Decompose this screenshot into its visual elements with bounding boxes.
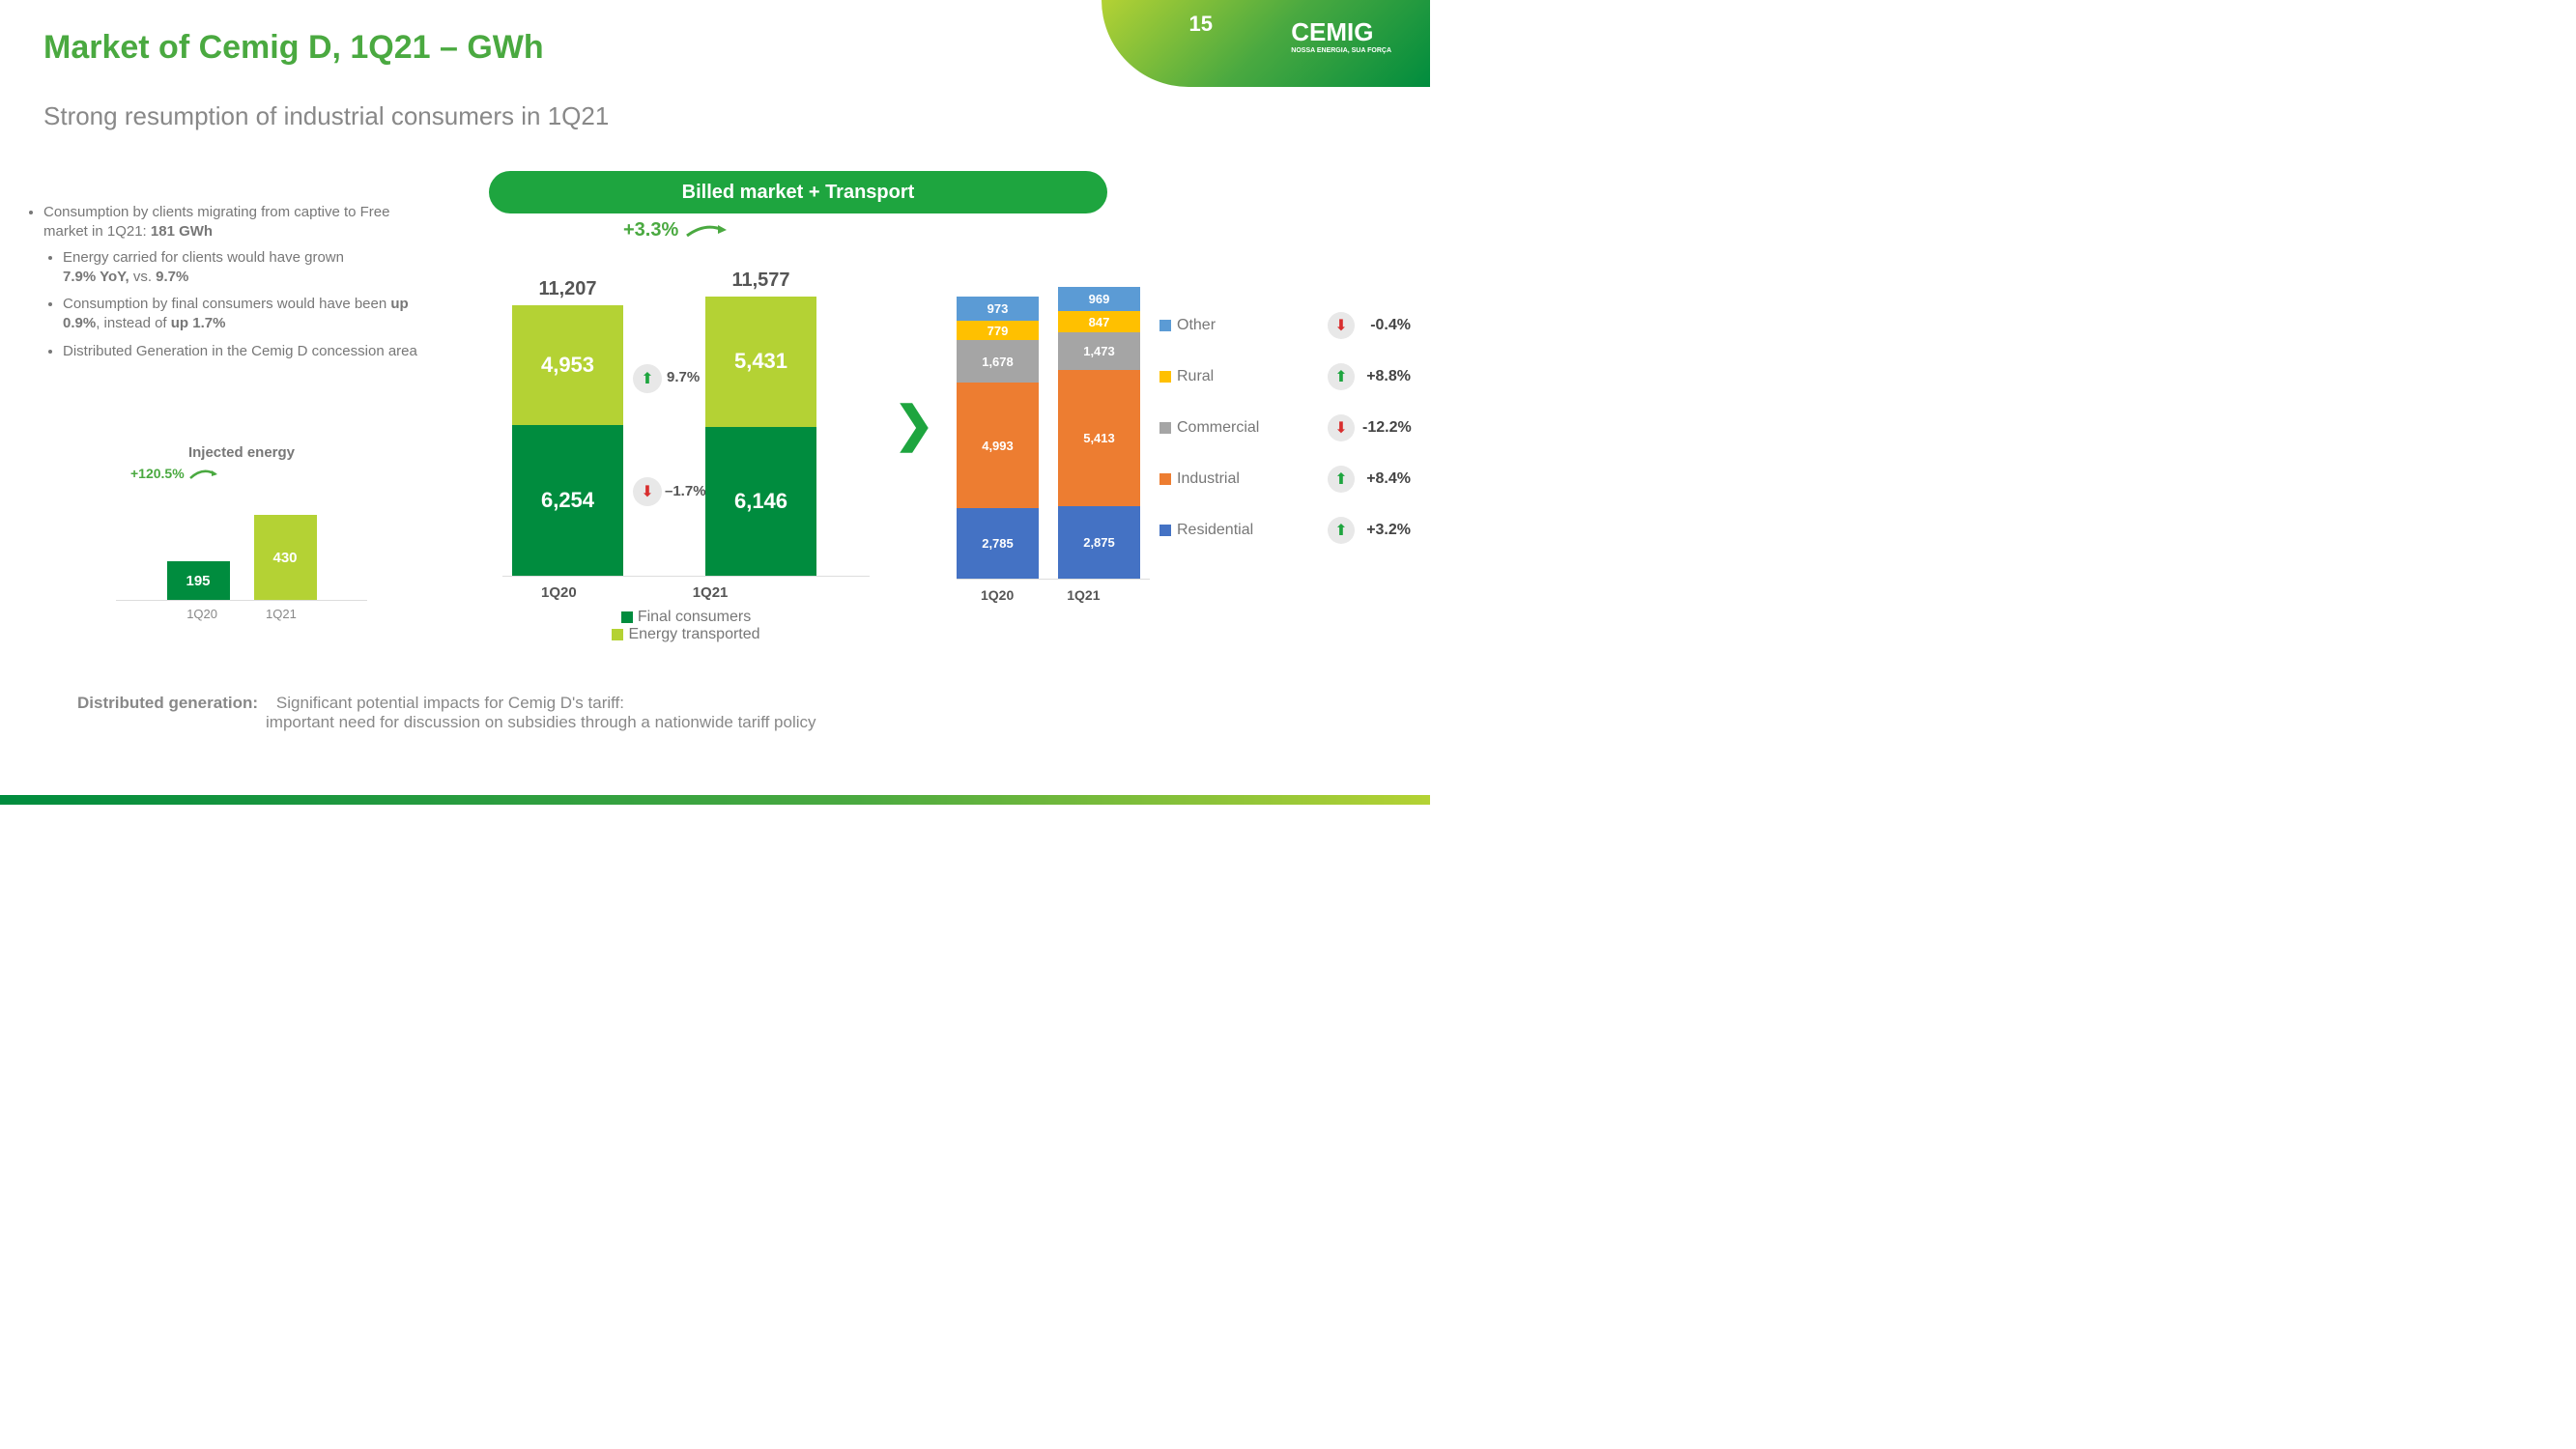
bar-segment: 4,993	[957, 383, 1039, 508]
axis-label: 1Q20	[541, 584, 577, 601]
axis-label: 1Q20	[981, 587, 1014, 603]
category-legend: Other⬇-0.4%Rural⬆+8.8%Commercial⬇-12.2%I…	[1159, 299, 1411, 555]
footer-note: Distributed generation: Significant pote…	[77, 694, 816, 732]
breakdown-bar: 9737791,6784,9932,785	[957, 297, 1039, 579]
down-arrow-icon: ⬇	[1328, 414, 1355, 441]
axis-label: 1Q20	[186, 607, 217, 621]
chevron-right-icon: ❯	[894, 396, 934, 452]
up-arrow-icon: ⬆	[1328, 466, 1355, 493]
bottom-accent-bar	[0, 795, 1430, 805]
down-arrow-icon: ⬇	[1328, 312, 1355, 339]
bar-segment: 2,875	[1058, 506, 1140, 579]
legend-row: Industrial⬆ +8.4%	[1159, 453, 1411, 504]
bar-segment: 6,254	[512, 425, 623, 576]
bullet-sub-item: Consumption by final consumers would hav…	[63, 295, 430, 334]
legend-row: Rural⬆ +8.8%	[1159, 351, 1411, 402]
bar-segment: 2,785	[957, 508, 1039, 579]
main-bar: 11,5775,4316,146	[705, 297, 816, 576]
bullet-list: Consumption by clients migrating from ca…	[24, 203, 430, 369]
indicator-label: 9.7%	[667, 369, 700, 385]
bar-total-label: 11,207	[512, 278, 623, 300]
main-growth-label: +3.3%	[623, 219, 732, 242]
bar-segment: 5,431	[705, 297, 816, 428]
axis-label: 1Q21	[266, 607, 297, 621]
up-arrow-icon: ⬆	[1328, 517, 1355, 544]
injected-energy-chart: Injected energy +120.5% 195 430 1Q20 1Q21	[116, 444, 367, 621]
axis-label: 1Q21	[1067, 587, 1100, 603]
bar-segment: 847	[1058, 311, 1140, 332]
legend-value: -0.4%	[1362, 317, 1411, 334]
legend-item: Energy transported	[502, 626, 870, 643]
down-arrow-icon: ⬇	[633, 477, 662, 506]
bar-segment: 4,953	[512, 305, 623, 425]
breakdown-stacked-chart: 9737791,6784,9932,7859698471,4735,4132,8…	[957, 290, 1150, 603]
page-subtitle: Strong resumption of industrial consumer…	[43, 101, 609, 131]
legend-row: Commercial⬇ -12.2%	[1159, 402, 1411, 453]
legend-value: -12.2%	[1362, 419, 1411, 437]
legend-value: +8.4%	[1362, 470, 1411, 488]
page-number: 15	[1189, 12, 1213, 37]
legend-row: Other⬇ -0.4%	[1159, 299, 1411, 351]
injected-growth-label: +120.5%	[130, 466, 222, 482]
main-bar: 11,2074,9536,254	[512, 305, 623, 576]
injected-bar: 430	[254, 515, 317, 600]
bullet-sub-item: Distributed Generation in the Cemig D co…	[63, 342, 430, 361]
up-arrow-icon: ⬆	[633, 364, 662, 393]
indicator-label: –1.7%	[665, 483, 706, 499]
legend-value: +3.2%	[1362, 522, 1411, 539]
main-stacked-chart: +3.3% 11,2074,9536,25411,5775,4316,146 1…	[502, 224, 870, 643]
logo: CEMIG NOSSA ENERGIA, SUA FORÇA	[1291, 17, 1391, 54]
legend-label: Other	[1177, 317, 1328, 334]
up-arrow-icon: ⬆	[1328, 363, 1355, 390]
bullet-item: Consumption by clients migrating from ca…	[43, 203, 430, 361]
injected-title: Injected energy	[116, 444, 367, 461]
bar-segment: 969	[1058, 287, 1140, 311]
bullet-sub-item: Energy carried for clients would have gr…	[63, 248, 430, 288]
section-pill: Billed market + Transport	[489, 171, 1107, 213]
legend-label: Residential	[1177, 522, 1328, 539]
bar-total-label: 11,577	[705, 270, 816, 292]
bar-segment: 6,146	[705, 427, 816, 576]
bar-segment: 973	[957, 297, 1039, 321]
bar-segment: 1,473	[1058, 332, 1140, 369]
bar-segment: 5,413	[1058, 370, 1140, 506]
legend-item: Final consumers	[502, 609, 870, 626]
axis-label: 1Q21	[693, 584, 729, 601]
legend-label: Rural	[1177, 368, 1328, 385]
legend-label: Industrial	[1177, 470, 1328, 488]
legend-row: Residential⬆ +3.2%	[1159, 504, 1411, 555]
breakdown-bar: 9698471,4735,4132,875	[1058, 287, 1140, 579]
legend-value: +8.8%	[1362, 368, 1411, 385]
legend-label: Commercial	[1177, 419, 1328, 437]
page-title: Market of Cemig D, 1Q21 – GWh	[43, 29, 544, 67]
injected-bar: 195	[167, 561, 230, 600]
bar-segment: 779	[957, 321, 1039, 340]
bar-segment: 1,678	[957, 340, 1039, 383]
